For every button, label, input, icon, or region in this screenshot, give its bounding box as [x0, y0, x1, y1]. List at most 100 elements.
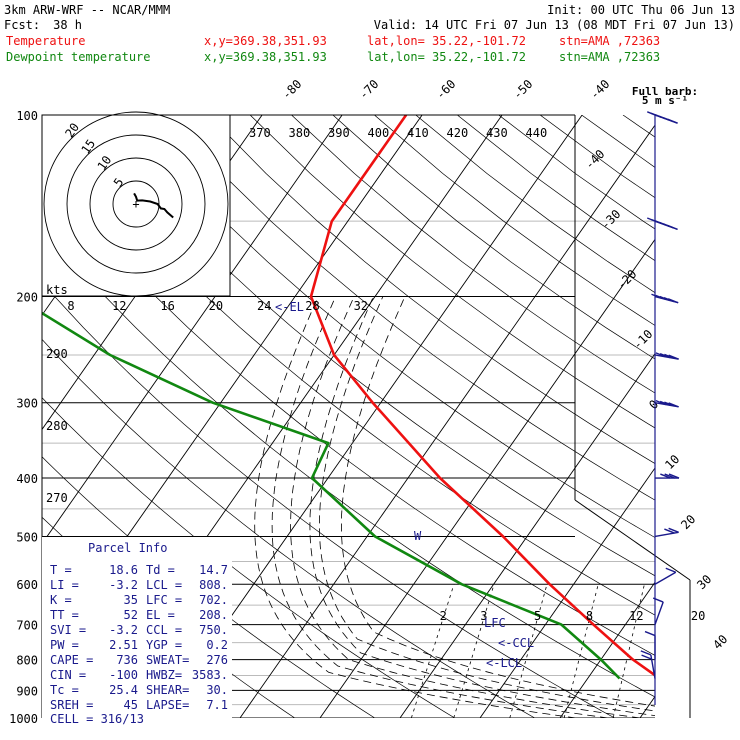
dry-adiabat [42, 397, 456, 718]
parcel-cell-text: SREH = [50, 698, 93, 712]
wind-barb-flag [664, 473, 675, 479]
temp-latlon: lat,lon= 35.22,-101.72 [367, 34, 526, 48]
moist-adiabat [254, 296, 577, 718]
temp-xy: x,y=369.38,351.93 [204, 34, 327, 48]
mixing-ratio-label: 5 [534, 609, 541, 623]
parcel-cell-text: 808. [199, 578, 228, 592]
isotherm-line [399, 352, 655, 718]
dewpoint-profile [42, 115, 621, 680]
dry-adiabat [42, 281, 616, 718]
parcel-cell-text: -3.2 [109, 623, 138, 637]
dry-adiabat [664, 115, 740, 731]
dry-adiabat [374, 115, 655, 326]
isotherm-line [239, 124, 655, 718]
mixing-ratio-line [410, 584, 455, 718]
parcel-cell-text: CCL = [146, 623, 182, 637]
isotherm-value-label: 20 [678, 512, 698, 532]
pressure-label: 800 [16, 654, 38, 668]
parcel-cell-text: CAPE = [50, 653, 93, 667]
theta-label: 390 [328, 126, 350, 140]
upper-isotherm-label: -40 [587, 77, 612, 102]
parcel-info-rows: T = 18.6 Td = 14.7 LI = -3.2 LCL = 808. K = 35 LFC… [50, 563, 228, 712]
wind-barb-flag [668, 527, 679, 533]
mixing-ratio-line [563, 584, 599, 718]
hodograph-ring [89, 157, 183, 251]
wind-barb-flag [652, 597, 664, 603]
dry-adiabat [42, 168, 655, 656]
wind-barb-flag [651, 293, 662, 299]
hodograph-ring-label: 20 [62, 120, 82, 140]
mixing-ratio-label: 20 [691, 609, 705, 623]
isotherm-value-label: 40 [710, 632, 730, 652]
hodograph-trace [133, 192, 174, 219]
el-label: <-EL [275, 300, 304, 314]
init-time: Init: 00 UTC Thu 06 Jun 13 [547, 3, 735, 17]
wind-barb-flag [640, 650, 652, 656]
dry-adiabat [539, 115, 655, 199]
theta-label: 410 [407, 126, 429, 140]
model-title: 3km ARW-WRF -- NCAR/MMM [4, 3, 170, 17]
dry-adiabat [291, 115, 655, 394]
pressure-label: 100 [16, 109, 38, 123]
upper-isotherm-label: -60 [433, 77, 458, 102]
thetae-label: 290 [46, 347, 68, 361]
wind-barb-flag [668, 402, 679, 408]
mixing-ratio-line [509, 584, 548, 718]
theta-label: 430 [486, 126, 508, 140]
parcel-cell-text: 18.6 [109, 563, 138, 577]
pressure-label: 500 [16, 530, 38, 544]
parcel-cell-text: -100 [109, 668, 138, 682]
pw-tick-label: 8 [67, 299, 74, 313]
hodograph-ring [43, 111, 229, 297]
parcel-cell-text: LFC = [146, 593, 182, 607]
parcel-cell-text: Td = [146, 563, 175, 577]
wind-barb-flag [664, 353, 675, 360]
lcl-label: <-LCL [486, 656, 522, 670]
mixing-ratio-label: 12 [629, 609, 643, 623]
parcel-cell-text: 35 [124, 593, 138, 607]
parcel-cell-text: HWBZ= [146, 668, 182, 682]
mixing-ratio-label: 8 [586, 609, 593, 623]
dry-adiabat [249, 115, 655, 429]
hodograph-origin: + [132, 197, 139, 211]
parcel-info-box [42, 537, 232, 730]
upper-isotherm-label: -50 [510, 77, 535, 102]
parcel-cell-text: 208. [199, 608, 228, 622]
theta-label: 400 [368, 126, 390, 140]
ccl-label: <-CCL [498, 636, 534, 650]
wind-barb-flag [655, 352, 667, 358]
parcel-cell-text: YGP = [146, 638, 182, 652]
mixing-ratio-line [453, 584, 495, 718]
isotherm-line [319, 238, 655, 718]
parcel-cell-text: SWEAT= [146, 653, 189, 667]
pressure-label: 900 [16, 684, 38, 698]
pw-axis-label: kts [46, 283, 68, 297]
thetae-label: 280 [46, 419, 68, 433]
temperature-legend: Temperature [6, 34, 85, 48]
hodograph-ring-label: 15 [79, 137, 99, 157]
wind-barb-flag [664, 401, 675, 407]
fcst-label: Fcst: [4, 18, 40, 32]
isotherm-value-label: -20 [614, 267, 639, 292]
parcel-cell-text: 702. [199, 593, 228, 607]
parcel-cell-text: 3583. [192, 668, 228, 682]
parcel-cell-text: K = [50, 593, 72, 607]
wind-barb-flag [668, 354, 679, 360]
mixing-ratio-label: 3 [480, 609, 487, 623]
dry-adiabat [42, 224, 655, 698]
parcel-cell-text: TT = [50, 608, 79, 622]
moist-adiabat [271, 296, 609, 718]
dry-adiabat [498, 115, 655, 230]
wind-barb-flag [659, 352, 671, 359]
parcel-cell-text: 25.4 [109, 683, 138, 697]
theta-label: 440 [526, 126, 548, 140]
isotherm-value-label: 30 [694, 572, 714, 592]
parcel-cell-text: EL = [146, 608, 175, 622]
theta-label: 380 [289, 126, 311, 140]
barb-key-units: 5 m s⁻¹ [642, 94, 688, 107]
pressure-label: 700 [16, 619, 38, 633]
dew-xy: x,y=369.38,351.93 [204, 50, 327, 64]
wind-barb-flag [644, 630, 656, 637]
isotherm-line [559, 581, 655, 718]
